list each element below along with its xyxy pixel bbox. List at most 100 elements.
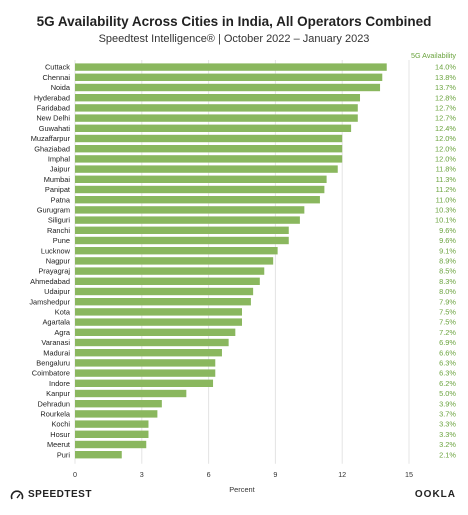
bar-chennai [75,73,383,81]
value-label: 13.8% [435,73,456,82]
bar-siliguri [75,216,300,224]
bar-lucknow [75,247,278,255]
category-label: Coimbatore [32,369,70,378]
value-label: 9.1% [439,246,456,255]
bar-ahmedabad [75,277,260,285]
category-label: New Delhi [36,114,70,123]
category-label: Faridabad [37,104,70,113]
bar-patna [75,196,320,204]
bar-cuttack [75,63,387,71]
category-label: Agartala [42,318,70,327]
category-label: Meerut [47,440,70,449]
bar-imphal [75,155,343,163]
speedometer-icon [10,489,24,499]
category-label: Pune [53,236,70,245]
category-label: Ahmedabad [30,277,70,286]
value-label: 11.3% [436,175,457,184]
bar-varanasi [75,338,229,347]
bar-meerut [75,440,147,449]
value-label: 12.4% [435,124,456,133]
category-label: Hyderabad [34,93,70,102]
category-label: Kanpur [46,389,70,398]
category-label: Noida [51,83,71,92]
bar-kota [75,308,242,316]
bar-muzaffarpur [75,134,343,143]
bar-prayagraj [75,267,265,275]
category-label: Guwahati [39,124,71,133]
category-label: Bengaluru [36,359,70,368]
x-tick-label: 12 [338,470,346,479]
value-label: 11.2% [436,185,457,194]
value-label: 6.2% [439,379,456,388]
bar-kanpur [75,389,187,398]
bar-pune [75,236,289,245]
bar-hyderabad [75,94,361,102]
category-label: Ghaziabad [34,144,70,153]
category-label: Kochi [52,420,71,429]
value-label: 8.5% [439,267,456,276]
value-label: 12.0% [435,134,456,143]
bar-agartala [75,318,242,326]
value-label: 12.7% [435,114,456,123]
category-label: Varanasi [41,338,70,347]
category-label: Imphal [48,155,71,164]
bar-guwahati [75,124,352,132]
x-tick-label: 6 [207,470,211,479]
bar-jamshedpur [75,298,251,306]
speedtest-logo-text: SPEEDTEST [28,489,92,500]
value-label: 6.9% [439,338,456,347]
category-label: Jamshedpur [29,297,70,306]
value-label: 3.3% [439,430,456,439]
value-label: 3.7% [439,410,456,419]
bar-bengaluru [75,359,216,367]
category-label: Chennai [42,73,70,82]
x-axis-ticks: 0 3 6 9 12 15 [73,470,413,479]
bar-dehradun [75,400,162,408]
bars [75,63,387,459]
bar-madurai [75,349,222,357]
x-tick-label: 0 [73,470,77,479]
bar-ranchi [75,226,289,234]
value-label: 7.5% [439,318,456,327]
value-label: 11.8% [436,165,457,174]
bar-faridabad [75,104,358,112]
category-label: Indore [49,379,70,388]
category-label: Lucknow [41,246,71,255]
category-label: Mumbai [44,175,71,184]
value-label: 5.0% [439,389,456,398]
bar-coimbatore [75,369,216,377]
value-label: 2.1% [439,450,456,459]
bar-rourkela [75,410,158,418]
bar-new-delhi [75,114,358,122]
chart-subtitle: Speedtest Intelligence® | October 2022 –… [98,33,370,45]
category-label: Agra [54,328,71,337]
category-label: Kota [55,308,71,317]
value-label: 7.2% [439,328,456,337]
category-label: Madurai [43,348,70,357]
value-label: 9.6% [439,236,456,245]
value-label: 9.6% [439,226,456,235]
bar-nagpur [75,257,274,265]
category-label: Dehradun [38,399,70,408]
value-label: 8.3% [439,277,456,286]
value-label: 6.3% [439,369,456,378]
bar-jaipur [75,165,338,173]
value-label: 7.5% [439,308,456,317]
value-label: 6.6% [439,348,456,357]
category-label: Rourkela [40,410,70,419]
category-label: Prayagraj [38,267,70,276]
speedtest-logo: SPEEDTEST [10,489,92,500]
value-label: 8.9% [439,257,456,266]
x-tick-label: 9 [273,470,277,479]
value-label: 13.7% [435,83,456,92]
category-label: Siliguri [48,216,71,225]
chart-title: 5G Availability Across Cities in India, … [36,14,432,29]
bar-hosur [75,430,149,438]
x-tick-label: 15 [405,470,413,479]
bar-kochi [75,420,149,428]
value-label: 11.0% [436,195,457,204]
category-label: Nagpur [46,257,71,266]
value-label: 8.0% [439,287,456,296]
value-label: 7.9% [439,297,456,306]
